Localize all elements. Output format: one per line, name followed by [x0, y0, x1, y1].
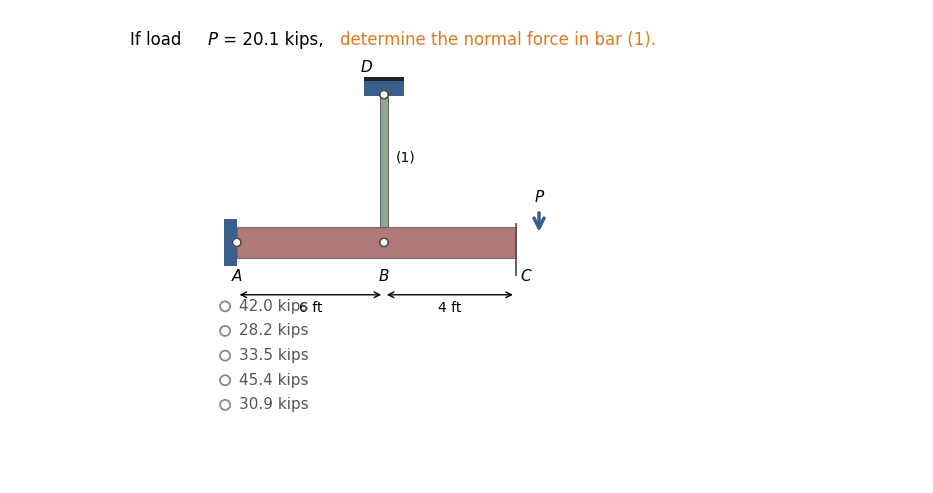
Circle shape [232, 238, 241, 246]
Text: 28.2 kips: 28.2 kips [239, 323, 309, 339]
Text: P: P [535, 190, 544, 206]
Text: = 20.1 kips,: = 20.1 kips, [218, 31, 329, 49]
Bar [380, 96, 388, 227]
Text: 30.9 kips: 30.9 kips [239, 397, 309, 412]
Text: C: C [521, 269, 531, 283]
Circle shape [380, 90, 388, 99]
Text: 6 ft: 6 ft [299, 301, 322, 315]
Bar [237, 227, 516, 258]
Text: 33.5 kips: 33.5 kips [239, 348, 309, 363]
Text: If load: If load [130, 31, 187, 49]
Text: 45.4 kips: 45.4 kips [239, 373, 309, 388]
Text: 4 ft: 4 ft [439, 301, 462, 315]
Text: B: B [379, 269, 389, 283]
Text: (1): (1) [396, 151, 415, 165]
Text: 42.0 kips: 42.0 kips [239, 299, 309, 314]
Bar [364, 81, 404, 96]
Text: determine the normal force in bar (1).: determine the normal force in bar (1). [340, 31, 656, 49]
Bar [364, 77, 404, 87]
Text: D: D [361, 60, 372, 75]
Bar [224, 219, 237, 266]
Text: A: A [231, 269, 242, 283]
Text: P: P [207, 31, 217, 49]
Circle shape [380, 238, 388, 246]
